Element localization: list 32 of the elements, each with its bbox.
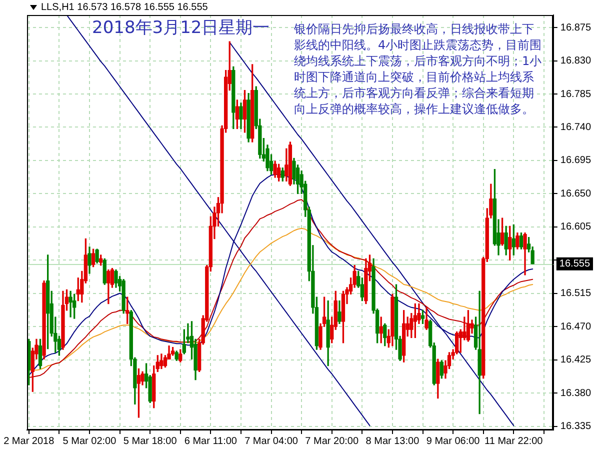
y-tick-label: 16.830 xyxy=(560,56,592,67)
ref-line-label: 16.555 xyxy=(559,258,590,270)
y-tick-label: 16.740 xyxy=(560,122,592,133)
y-tick-label: 16.650 xyxy=(560,188,592,200)
annotation: 绕均线系统上下震荡，后市客观方向不明；1小 xyxy=(294,53,542,69)
annotation: 时图下降通道向上突破，目前价格站上均线系 xyxy=(294,69,534,85)
annotation: 向上反弹的概率较高，操作上建议逢低做多。 xyxy=(294,101,534,117)
x-tick-label: 7 Mar 20:00 xyxy=(305,436,359,447)
chart-title: 2018年3月12日星期一 xyxy=(92,18,270,38)
y-tick-label: 16.695 xyxy=(560,155,592,166)
y-tick-label: 16.380 xyxy=(560,388,592,399)
candlestick xyxy=(68,290,72,318)
x-tick-label: 5 Mar 02:00 xyxy=(62,436,117,447)
y-tick-label: 16.425 xyxy=(560,354,592,366)
x-tick-label: 11 Mar 22:00 xyxy=(484,436,544,447)
y-tick-label: 16.605 xyxy=(560,222,592,233)
x-tick-label: 2 Mar 2018 xyxy=(4,436,55,447)
y-tick-label: 16.785 xyxy=(560,88,592,100)
x-tick-label: 8 Mar 13:00 xyxy=(366,436,420,447)
y-tick-label: 16.515 xyxy=(560,288,592,300)
x-tick-label: 5 Mar 18:00 xyxy=(123,436,178,447)
candlestick xyxy=(478,290,482,414)
x-tick-label: 6 Mar 11:00 xyxy=(184,436,238,447)
y-tick-label: 16.335 xyxy=(560,421,592,432)
x-tick-label: 9 Mar 06:00 xyxy=(426,436,480,447)
y-tick-label: 16.470 xyxy=(560,321,592,332)
annotation: 银价隔日先抑后扬最终收高，日线报收带上下 xyxy=(294,21,534,37)
text: LLS,H1 16.573 16.578 16.555 16.555 xyxy=(41,2,208,13)
x-tick-label: 7 Mar 04:00 xyxy=(244,436,298,447)
y-tick-label: 16.875 xyxy=(560,22,592,34)
annotation: 统上方，后市客观方向看反弹；综合来看短期 xyxy=(294,85,534,101)
annotation: 影线的中阳线。4小时图止跌震荡态势，目前围 xyxy=(294,37,542,53)
